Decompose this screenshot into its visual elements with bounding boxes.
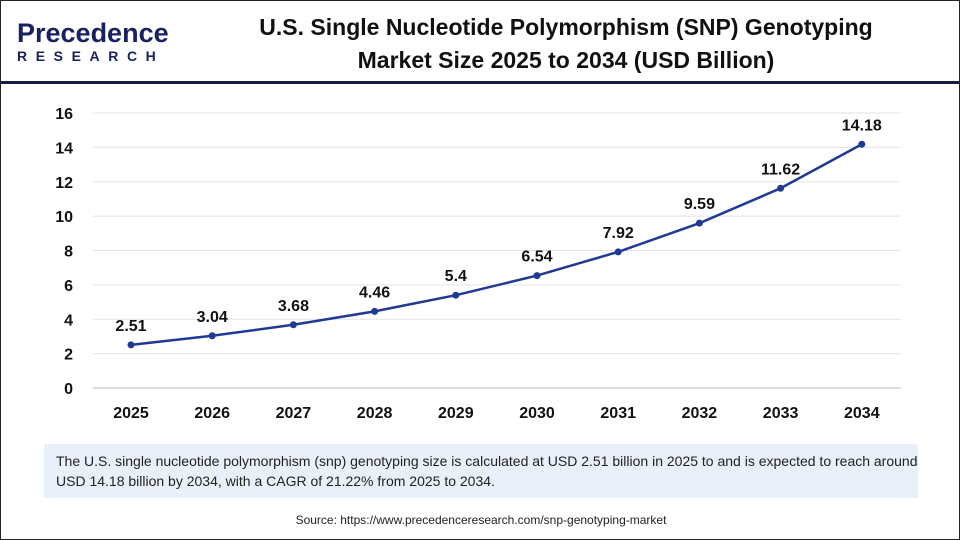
data-label: 9.59 — [684, 196, 715, 213]
data-point — [289, 321, 297, 329]
x-tick-label: 2030 — [519, 405, 555, 422]
data-label: 14.18 — [842, 117, 882, 134]
source-text: Source: https://www.precedenceresearch.c… — [295, 513, 667, 527]
data-point — [371, 307, 379, 315]
logo-line2: RESEARCH — [17, 48, 165, 64]
y-tick-label: 2 — [64, 347, 73, 364]
line-chart: 0 2 4 6 8 10 12 14 16 2025 2026 2027 2028 2029 2030 203… — [55, 106, 901, 422]
data-point — [695, 219, 703, 227]
data-point — [777, 184, 785, 192]
data-point — [533, 272, 541, 280]
data-label: 2.51 — [115, 318, 146, 335]
x-tick-label: 2031 — [600, 405, 636, 422]
data-label: 3.04 — [197, 309, 228, 326]
y-tick-label: 16 — [55, 106, 73, 123]
y-tick-label: 12 — [55, 175, 73, 192]
x-tick-label: 2028 — [357, 405, 393, 422]
data-label: 6.54 — [521, 249, 552, 266]
logo: Precedence RESEARCH — [17, 19, 169, 64]
summary-note: The U.S. single nucleotide polymorphism … — [44, 444, 918, 498]
data-label: 11.62 — [761, 161, 800, 178]
data-point — [208, 332, 216, 340]
y-tick-label: 14 — [55, 140, 73, 157]
x-tick-label: 2027 — [276, 405, 312, 422]
series-line — [130, 143, 863, 347]
x-tick-label: 2029 — [438, 405, 474, 422]
x-tick-label: 2025 — [113, 405, 149, 422]
header-divider — [1, 81, 959, 84]
title-line1: U.S. Single Nucleotide Polymorphism (SNP… — [259, 14, 873, 40]
logo-line1: Precedence — [17, 18, 169, 48]
data-point — [614, 248, 622, 256]
y-tick-label: 8 — [64, 244, 73, 261]
data-point — [452, 291, 460, 299]
data-point — [127, 341, 135, 349]
data-label: 5.4 — [445, 268, 467, 285]
y-tick-label: 6 — [64, 278, 73, 295]
x-tick-label: 2033 — [763, 405, 799, 422]
title-line2: Market Size 2025 to 2034 (USD Billion) — [357, 47, 775, 73]
y-tick-label: 10 — [55, 209, 73, 226]
x-tick-label: 2032 — [682, 405, 718, 422]
chart-title: U.S. Single Nucleotide Polymorphism (SNP… — [201, 11, 931, 77]
x-tick-label: 2026 — [194, 405, 230, 422]
y-tick-label: 0 — [64, 381, 73, 398]
data-label: 4.46 — [359, 284, 390, 301]
data-point — [858, 140, 866, 148]
data-label: 7.92 — [603, 225, 634, 242]
x-tick-label: 2034 — [844, 405, 880, 422]
data-label: 3.68 — [278, 298, 309, 315]
y-tick-label: 4 — [64, 312, 73, 329]
